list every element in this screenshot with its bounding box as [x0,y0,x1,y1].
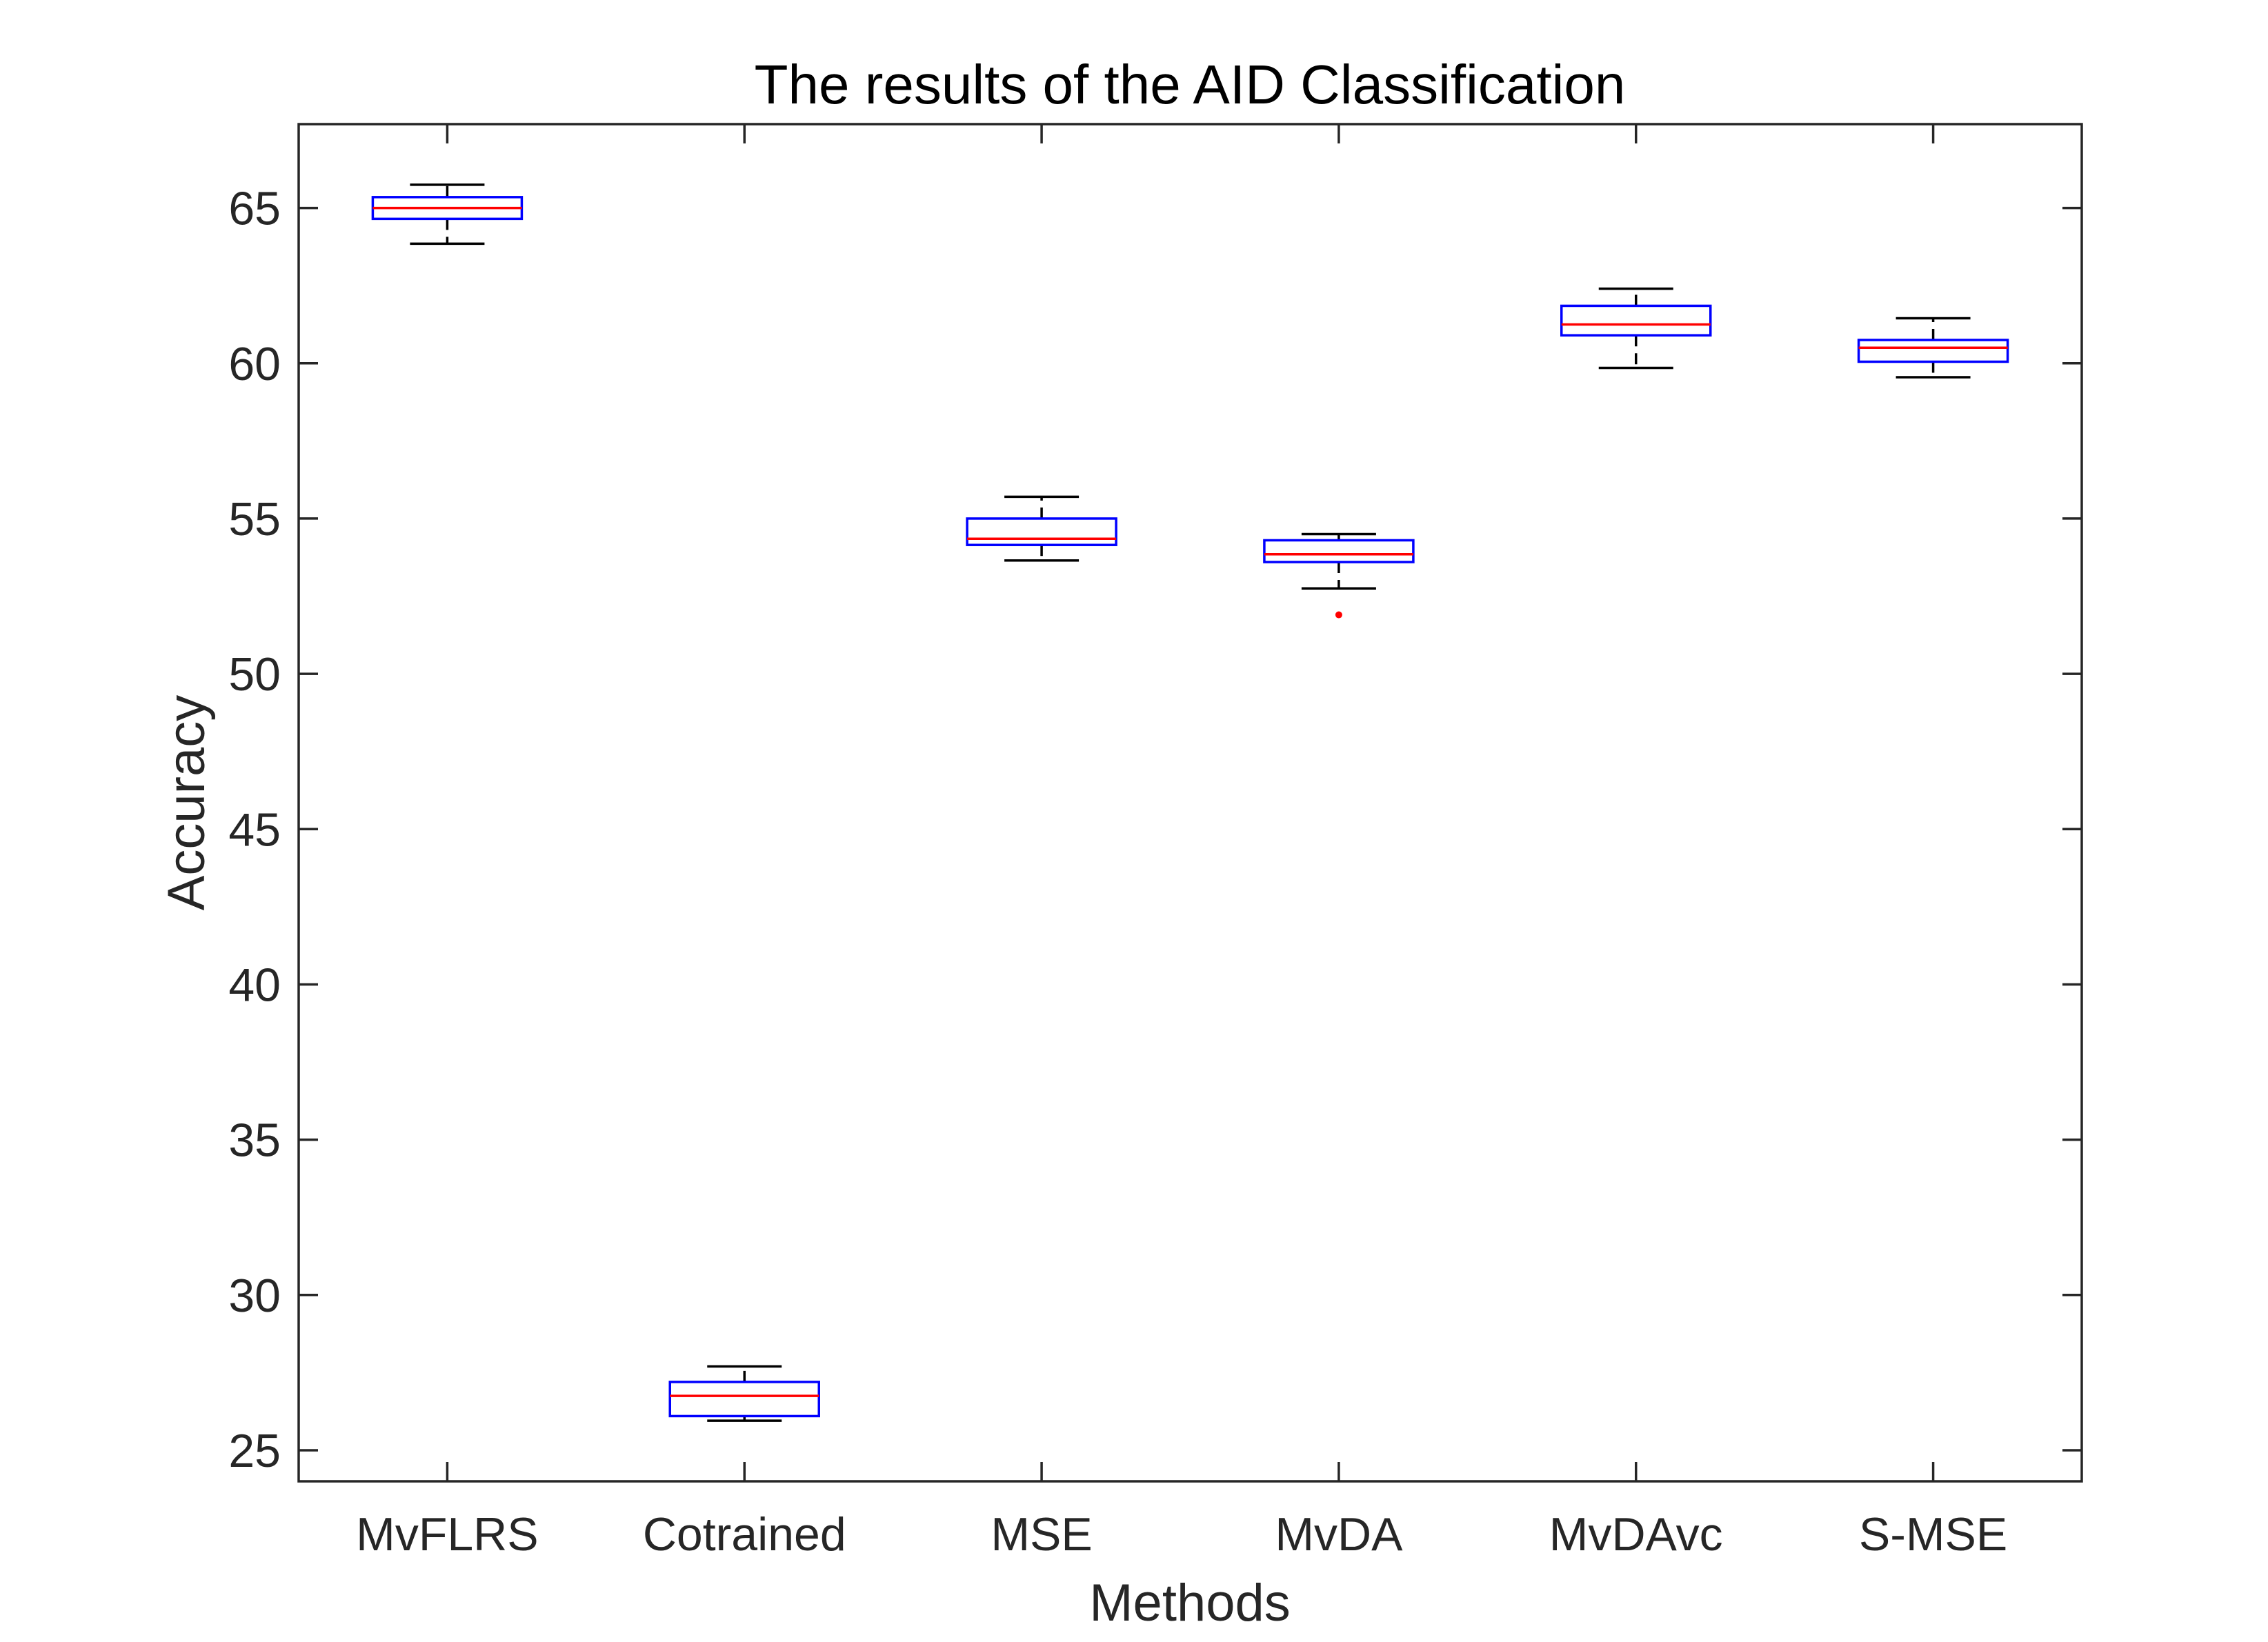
y-tick-label: 45 [228,803,281,856]
x-tick-label: Cotrained [643,1508,846,1561]
iqr-box [966,517,1117,546]
box-group-cotrained [668,1365,820,1422]
x-tick-label: MSE [991,1508,1092,1561]
y-tick-label: 25 [228,1425,281,1477]
iqr-box [1560,304,1712,337]
y-tick-label: 40 [228,959,281,1011]
y-axis-label: Accuracy [157,695,216,911]
y-tick-label: 60 [228,338,281,390]
box-series [371,183,2009,1422]
x-tick-label: MvDA [1275,1508,1403,1561]
x-tick-label: MvDAvc [1549,1508,1723,1561]
axis-ticks: 25 30 35 40 45 50 55 60 65 MvFLRS Cotrained MSE MvDA… [228,124,2082,1561]
outlier-point [1335,611,1342,619]
plot-area-frame [297,123,2083,1483]
x-axis-label: Methods [1089,1574,1291,1632]
iqr-box [668,1381,820,1418]
box-group-mvdavc [1560,287,1712,370]
y-tick-label: 50 [228,648,281,701]
chart-title: The results of the AID Classification [755,54,1626,115]
x-tick-label: MvFLRS [356,1508,538,1561]
box-group-mse [966,495,1117,562]
y-tick-label: 30 [228,1270,281,1322]
iqr-box [1263,539,1415,563]
iqr-box [1857,339,2009,363]
x-tick-label: S-MSE [1859,1508,2007,1561]
y-tick-label: 55 [228,493,281,545]
y-tick-label: 35 [228,1114,281,1167]
box-group-s-mse [1857,317,2009,379]
y-tick-label: 65 [228,183,281,235]
box-group-mvflrs [371,183,524,246]
box-group-mvda [1263,532,1415,619]
